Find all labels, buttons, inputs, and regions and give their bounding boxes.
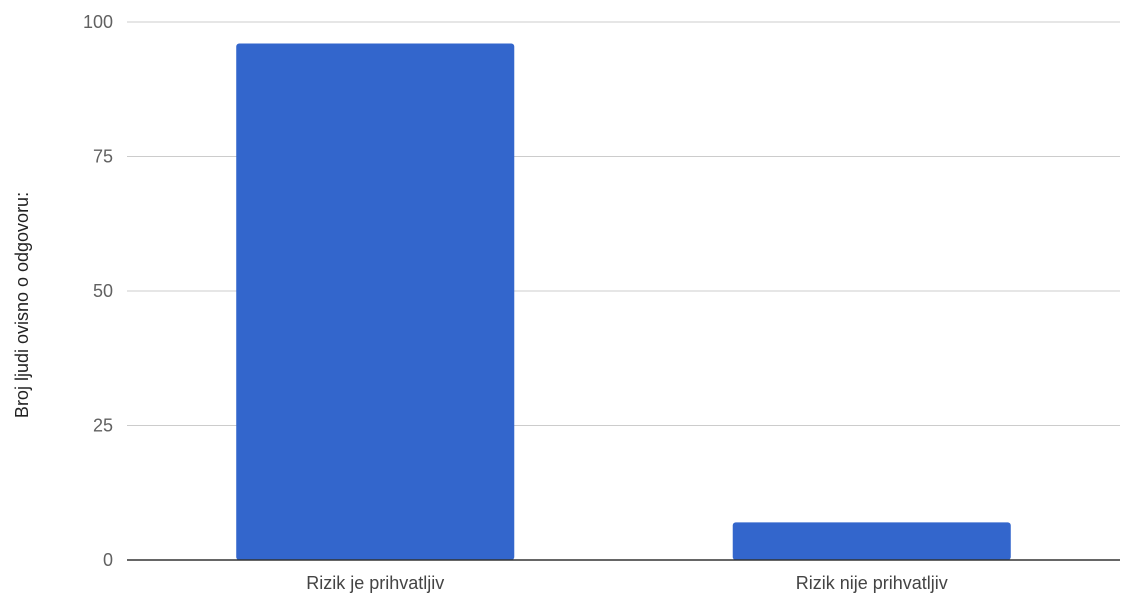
y-axis-title: Broj ljudi ovisno o odgovoru: (12, 192, 32, 418)
x-category-labels: Rizik je prihvatljiv Rizik nije prihvatlj… (306, 573, 948, 593)
y-tick-label: 0 (103, 550, 113, 570)
y-tick-label: 50 (93, 281, 113, 301)
bar-1[interactable] (236, 43, 515, 560)
y-tick-label: 25 (93, 416, 113, 436)
y-tick-label: 100 (83, 12, 113, 32)
y-tick-label: 75 (93, 147, 113, 167)
y-tick-labels: 0 25 50 75 100 (83, 12, 113, 570)
bar-2[interactable] (732, 522, 1011, 560)
bars (236, 43, 1011, 560)
x-category-label: Rizik je prihvatljiv (306, 573, 444, 593)
x-category-label: Rizik nije prihvatljiv (796, 573, 948, 593)
